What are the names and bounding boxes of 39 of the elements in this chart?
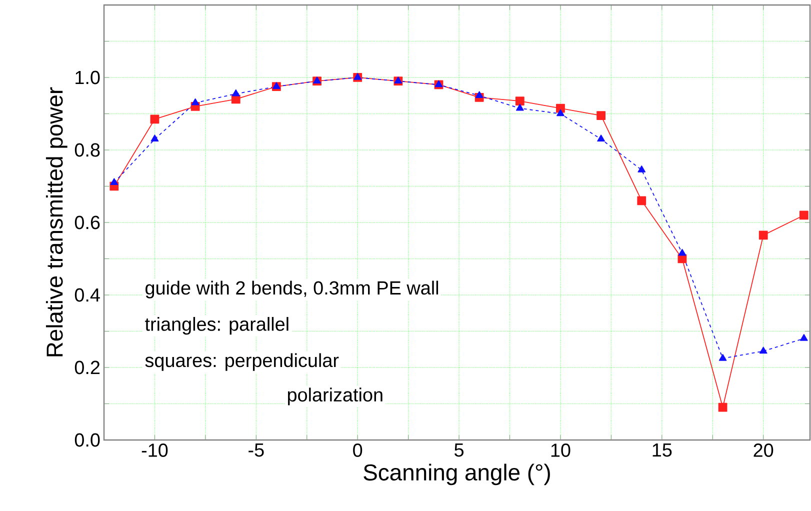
point	[800, 334, 808, 341]
x-axis-title: Scanning angle (°)	[364, 464, 550, 486]
point	[638, 165, 646, 172]
point	[718, 402, 728, 412]
point	[758, 230, 768, 240]
x-tick-label: 0	[353, 444, 362, 457]
point	[110, 178, 118, 186]
point	[596, 111, 606, 120]
y-tick-label: 1.0	[76, 70, 100, 84]
point	[150, 134, 159, 142]
point	[637, 196, 646, 206]
point	[718, 354, 727, 361]
point	[799, 210, 808, 220]
x-tick-label: 20	[754, 444, 774, 457]
annotation: polarization	[288, 388, 382, 406]
y-tick-label: 0.2	[74, 360, 100, 374]
annotation: squares: perpendicular	[145, 353, 339, 371]
annotation: triangles: parallel	[145, 316, 288, 335]
point	[515, 96, 524, 106]
point	[597, 134, 605, 142]
y-tick-label: 0.0	[74, 433, 100, 447]
point	[556, 109, 564, 116]
point	[516, 104, 524, 111]
y-tick-label: 0.8	[74, 143, 100, 157]
point	[150, 114, 160, 124]
y-tick-label: 0.6	[74, 216, 100, 230]
point	[678, 248, 686, 256]
y-axis-title: Relative transmitted power	[46, 87, 68, 356]
annotation: guide with 2 bends, 0.3mm PE wall	[146, 280, 438, 298]
x-tick-label: 5	[454, 444, 464, 457]
y-tick-label: 0.4	[74, 288, 100, 302]
point	[475, 91, 484, 98]
point	[759, 346, 768, 354]
x-tick-label: 10	[551, 444, 570, 457]
point	[232, 89, 240, 96]
point	[191, 98, 200, 106]
x-tick-label: 15	[652, 444, 672, 457]
x-tick-label: -10	[142, 444, 168, 457]
x-tick-label: -5	[248, 444, 264, 457]
